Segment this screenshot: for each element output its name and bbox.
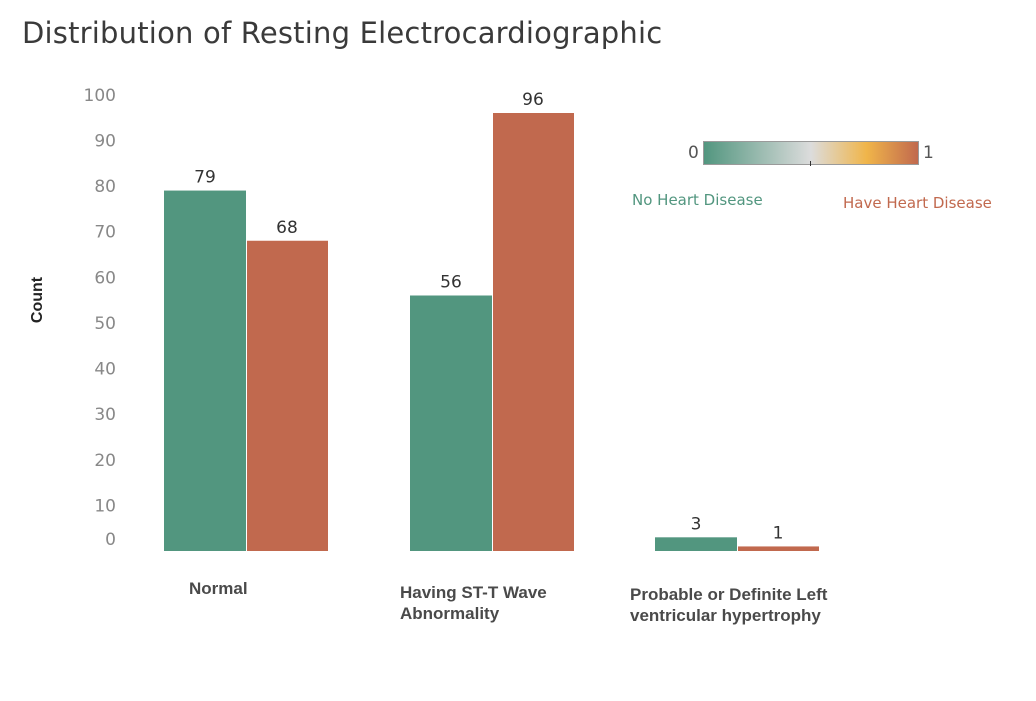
x-category-label-line: ventricular hypertrophy	[630, 606, 821, 625]
y-tick-label: 40	[94, 360, 116, 380]
bar-series2-cat3	[738, 546, 819, 551]
bar-series2-cat2	[493, 113, 574, 551]
data-label: 68	[276, 218, 298, 238]
x-category-label-line: Abnormality	[400, 604, 500, 623]
y-tick-label: 60	[94, 268, 116, 288]
data-label: 79	[194, 168, 216, 188]
y-tick-label: 20	[94, 451, 116, 471]
x-category-label-line: Probable or Definite Left	[630, 585, 828, 604]
x-category-label: Probable or Definite Left ventricular hyp…	[630, 584, 827, 626]
y-tick-label: 70	[94, 223, 116, 243]
legend-max-label: 1	[923, 143, 934, 163]
y-tick-label: 0	[105, 530, 116, 550]
data-label: 1	[773, 523, 784, 543]
bar-series1-cat1	[164, 190, 246, 551]
data-label: 96	[522, 90, 544, 110]
chart-title: Distribution of Resting Electrocardiogra…	[22, 16, 663, 50]
x-category-label: Having ST-T Wave Abnormality	[400, 582, 547, 624]
y-tick-label: 50	[94, 314, 116, 334]
color-legend-gradient	[703, 141, 919, 165]
x-category-label: Normal	[189, 578, 248, 599]
y-tick-label: 30	[94, 405, 116, 425]
bar-series2-cat1	[247, 240, 328, 551]
y-tick-label: 80	[94, 177, 116, 197]
legend-no-disease-text: No Heart Disease	[632, 191, 763, 209]
bar-series1-cat2	[410, 295, 492, 551]
x-category-label-line: Having ST-T Wave	[400, 583, 547, 602]
data-label: 3	[691, 514, 702, 534]
x-category-label-line: Normal	[189, 579, 248, 598]
bar-series1-cat3	[655, 537, 737, 551]
y-tick-label: 10	[94, 496, 116, 516]
y-tick-label: 90	[94, 131, 116, 151]
legend-have-disease-text: Have Heart Disease	[843, 194, 992, 212]
legend-min-label: 0	[688, 143, 699, 163]
data-label: 56	[440, 273, 462, 293]
legend-midpoint-tick	[810, 161, 811, 166]
y-tick-label: 100	[84, 86, 116, 106]
